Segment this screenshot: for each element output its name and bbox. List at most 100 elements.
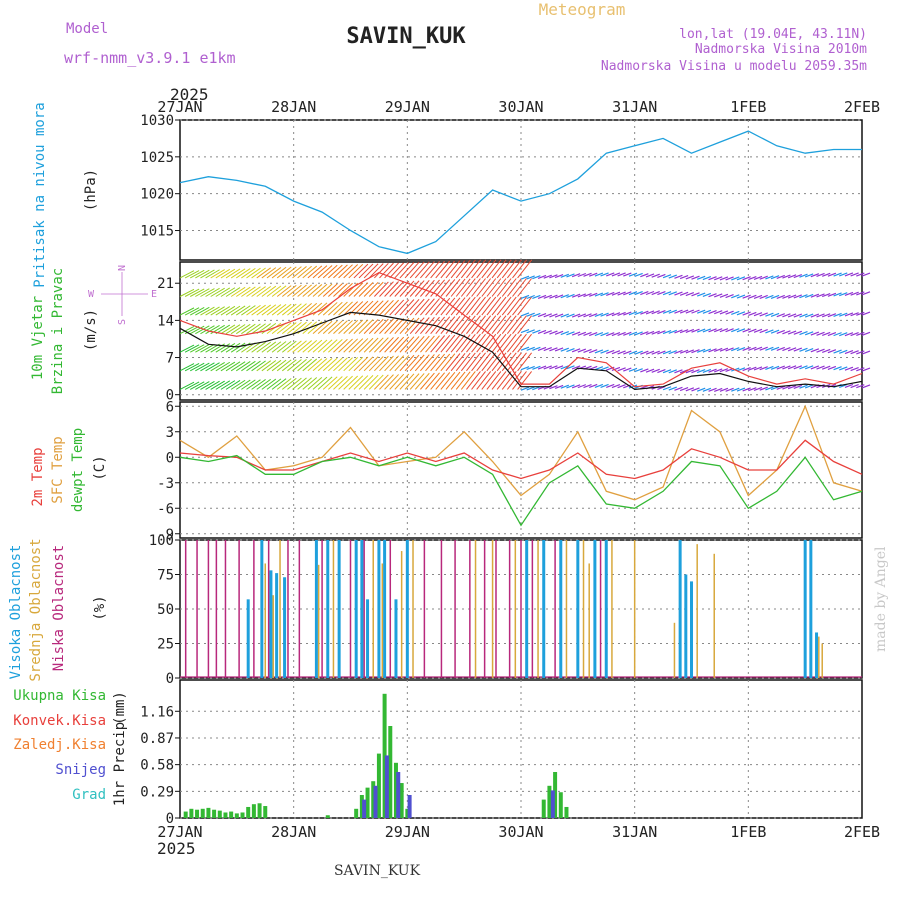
wind-barb xyxy=(374,318,389,335)
wind-barb xyxy=(246,323,261,335)
wind-barb xyxy=(276,340,292,353)
wind-barb xyxy=(425,261,440,279)
wind-barb xyxy=(450,315,466,334)
wind-barb xyxy=(765,275,774,280)
cloud-bar xyxy=(372,540,374,678)
y-tick-label: 1030 xyxy=(140,113,174,129)
cloud-bar xyxy=(238,540,240,678)
wind-barb xyxy=(466,278,481,297)
wind-barb xyxy=(420,261,435,279)
wind-barb xyxy=(409,373,425,390)
wind-barb xyxy=(844,332,854,337)
altitude-label: Nadmorska Visina 2010m xyxy=(695,42,867,57)
wind-barb xyxy=(611,291,621,296)
wind-barb xyxy=(420,298,435,316)
wind-barb xyxy=(696,292,706,297)
wind-barb xyxy=(271,378,287,390)
wind-barb xyxy=(317,283,333,297)
wind-barb xyxy=(399,354,415,372)
wind-barb xyxy=(420,372,435,390)
wind-barb xyxy=(312,358,328,372)
cloud-bar xyxy=(383,540,387,678)
wind-barb xyxy=(526,386,535,391)
wind-barb xyxy=(486,371,502,390)
wind-barb xyxy=(471,333,486,353)
wind-barb xyxy=(696,387,706,392)
wind-barb xyxy=(844,366,854,371)
wind-barb xyxy=(827,349,837,354)
wind-barb xyxy=(348,338,364,353)
wind-barb xyxy=(554,313,564,318)
wind-barb xyxy=(628,367,638,372)
wind-barb xyxy=(312,283,328,297)
cloud-bar xyxy=(469,540,471,678)
x-tick-label-bottom: 29JAN xyxy=(385,823,430,841)
wind-barb xyxy=(810,348,820,353)
wind-barb xyxy=(833,292,842,297)
cloud-bar xyxy=(389,540,392,678)
cloud-bar xyxy=(565,540,568,678)
wind-barb xyxy=(297,340,312,353)
wind-barb xyxy=(353,338,369,353)
cloud-bar xyxy=(326,540,330,678)
wind-barb xyxy=(179,288,195,297)
wind-barb xyxy=(363,337,379,353)
wind-barb xyxy=(668,350,677,355)
wind-barb xyxy=(657,350,666,355)
wind-barb xyxy=(251,341,266,353)
wind-barb xyxy=(702,309,712,314)
wind-barb xyxy=(685,275,695,280)
wind-barb xyxy=(856,291,865,296)
wind-barb xyxy=(657,291,666,296)
cloud-bar xyxy=(246,599,250,678)
wind-barb xyxy=(205,362,220,372)
y-tick-label: 0 xyxy=(166,450,174,466)
wind-barb xyxy=(486,296,502,316)
wind-barb xyxy=(179,307,195,316)
wind-barb xyxy=(759,275,768,280)
wind-barb xyxy=(839,272,848,277)
cloud-bar xyxy=(520,540,522,678)
wind-barb xyxy=(708,328,717,333)
wind-barb xyxy=(496,296,512,316)
wind-barb xyxy=(205,380,220,390)
wind-barb xyxy=(338,301,353,316)
wind-barb xyxy=(230,324,246,335)
wind-barb xyxy=(200,306,215,316)
wind-barb xyxy=(455,315,471,334)
wind-barb xyxy=(506,371,522,390)
wind-barb xyxy=(307,265,323,279)
precip-bar xyxy=(550,790,555,818)
wind-barb xyxy=(594,366,604,371)
wind-barb xyxy=(782,347,791,352)
wind-barb xyxy=(685,369,695,374)
wind-barb xyxy=(302,265,318,279)
wind-barb xyxy=(195,269,210,279)
wind-barb xyxy=(861,311,871,316)
wind-barb xyxy=(725,293,734,299)
cloud-bar xyxy=(576,540,580,678)
precip-panel: 0 0.29 0.58 0.87 1.16 xyxy=(140,679,863,827)
wind-barb xyxy=(543,274,552,279)
wind-barb xyxy=(804,365,814,370)
wind-barb xyxy=(594,292,604,297)
cloud-bar xyxy=(354,540,358,678)
wind-barb xyxy=(394,373,410,390)
wind-barb xyxy=(343,301,359,316)
wind-barb xyxy=(409,317,425,334)
wind-barb xyxy=(787,294,797,299)
wind-barb xyxy=(708,348,717,353)
wind-barb xyxy=(725,347,734,352)
cloud-bar xyxy=(207,540,210,678)
wind-barb xyxy=(292,358,307,372)
wind-barb xyxy=(312,339,328,353)
wind-barb xyxy=(210,380,225,390)
wind-barb xyxy=(246,267,261,279)
cloud-bar xyxy=(599,540,602,678)
wind-barb xyxy=(600,383,609,388)
wind-barb xyxy=(476,333,492,353)
wind-barb xyxy=(526,275,535,280)
wind-barb xyxy=(379,355,394,372)
cloud-bar xyxy=(690,581,693,678)
wind-barb xyxy=(714,347,723,353)
